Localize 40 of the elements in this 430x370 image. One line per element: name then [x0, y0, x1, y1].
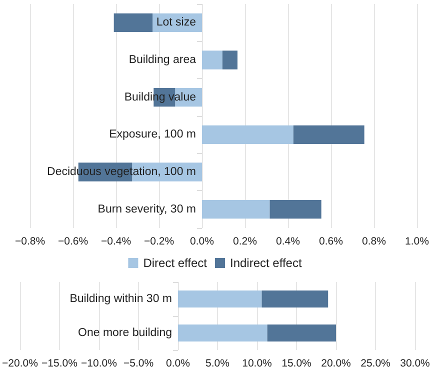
legend-label: Direct effect: [143, 256, 208, 270]
x-tick-label: 30.0%: [400, 358, 430, 370]
bar: [178, 324, 268, 342]
bar: [202, 200, 270, 219]
x-tick-label: 0.6%: [319, 236, 343, 248]
bar: [293, 125, 364, 144]
y-tick-label: Building area: [128, 54, 197, 66]
bar: [222, 50, 238, 70]
x-tick-label: −0.6%: [58, 236, 88, 248]
x-tick-label: 25.0%: [360, 358, 390, 370]
x-tick-label: 0.2%: [233, 236, 257, 248]
x-tick-label: −0.8%: [14, 236, 46, 248]
x-tick-label: −0.4%: [100, 236, 132, 248]
bar: [267, 324, 336, 342]
x-tick-label: −20.0%: [2, 358, 38, 370]
y-tick-label: Exposure, 100 m: [109, 128, 196, 141]
bar: [202, 50, 222, 70]
x-tick-label: 0.0%: [166, 358, 190, 370]
x-tick-label: 1.0%: [405, 236, 429, 248]
y-tick-label: One more building: [78, 327, 172, 339]
x-tick-label: 20.0%: [321, 358, 351, 370]
x-tick-label: 5.0%: [206, 358, 230, 370]
legend-label: Indirect effect: [230, 256, 302, 270]
x-tick-label: 10.0%: [242, 358, 272, 370]
x-tick-label: 15.0%: [282, 358, 312, 370]
bar: [178, 290, 262, 308]
bar: [202, 125, 294, 144]
x-tick-label: 0.8%: [362, 236, 386, 248]
x-tick-label: −15.0%: [42, 358, 78, 370]
bar: [262, 290, 328, 308]
y-tick-label: Building within 30 m: [70, 293, 172, 305]
x-tick-label: −10.0%: [81, 358, 117, 370]
y-tick-label: Lot size: [156, 16, 196, 29]
bar: [270, 200, 322, 219]
x-tick-label: 0.0%: [190, 236, 214, 248]
y-tick-label: Burn severity, 30 m: [98, 203, 196, 216]
x-tick-label: 0.4%: [276, 236, 300, 248]
x-tick-label: −0.2%: [144, 236, 174, 248]
x-tick-label: −5.0%: [123, 358, 154, 370]
bar: [114, 13, 153, 32]
